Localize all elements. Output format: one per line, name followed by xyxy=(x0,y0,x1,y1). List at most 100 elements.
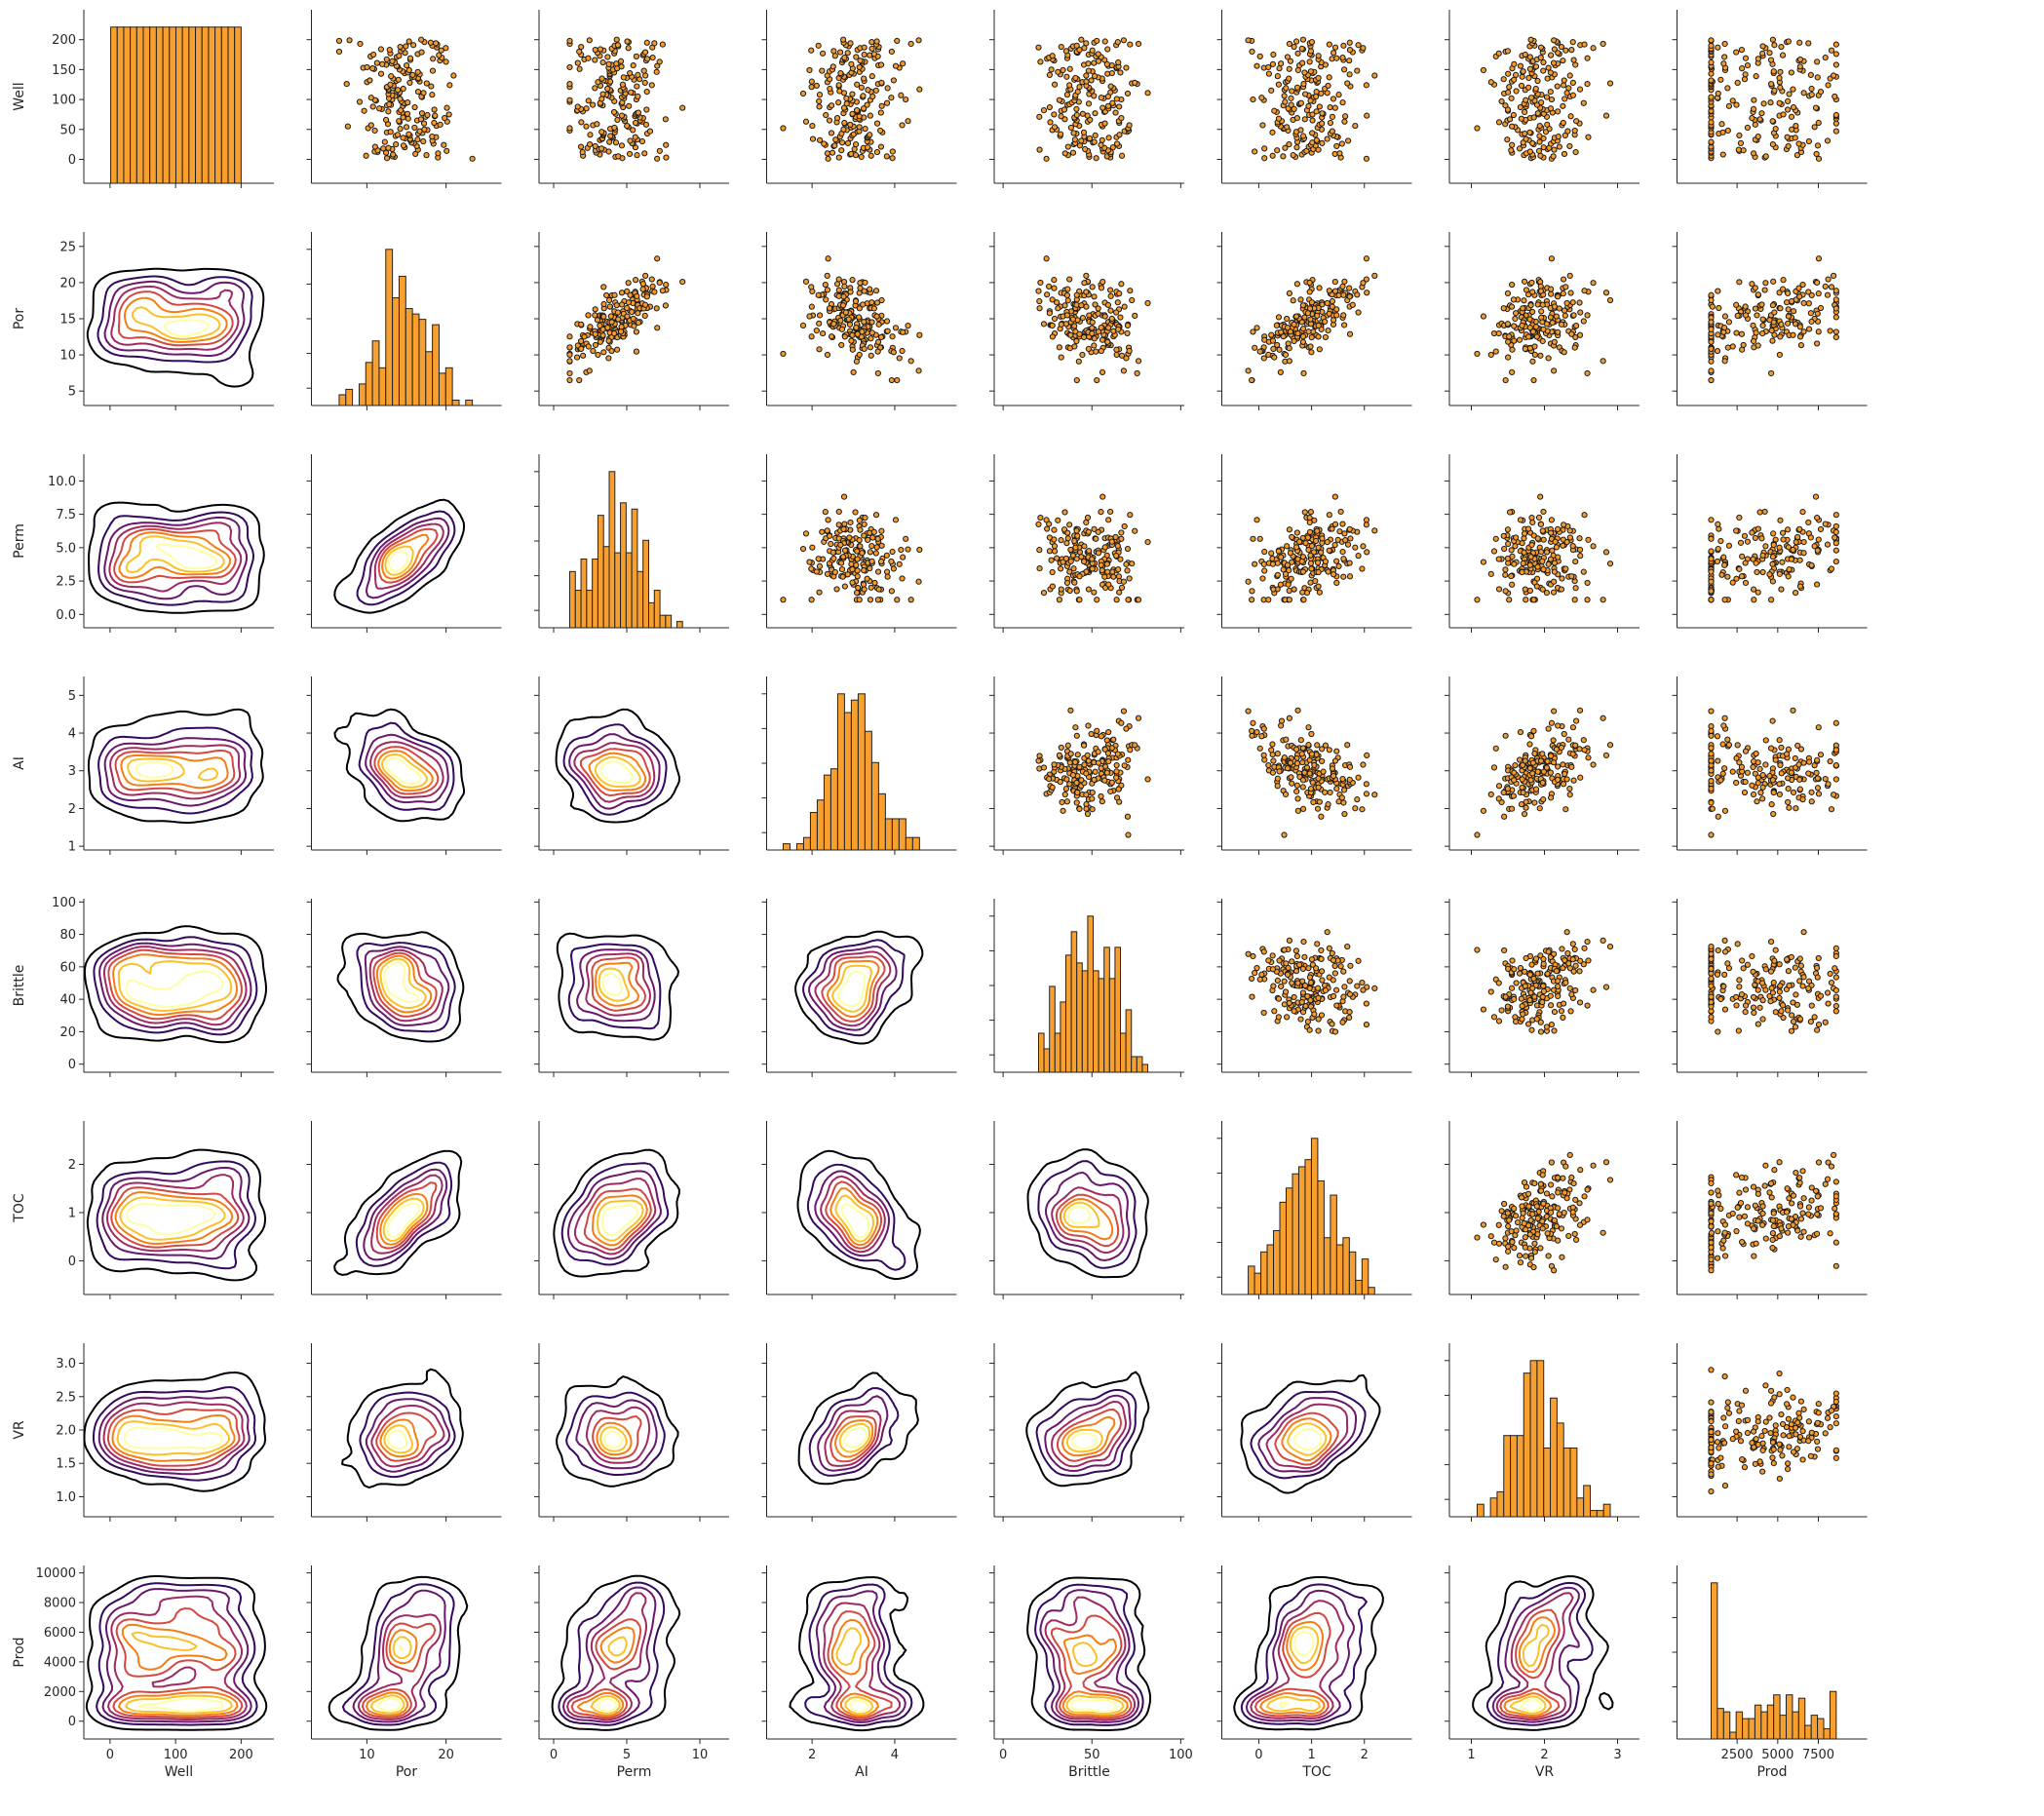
scatter-point xyxy=(1545,64,1552,71)
scatter-point xyxy=(1750,105,1757,112)
scatter-point xyxy=(367,122,374,129)
scatter-point xyxy=(1716,304,1722,312)
scatter-point xyxy=(1341,118,1348,125)
scatter-point xyxy=(1086,135,1094,142)
scatter-point xyxy=(1292,544,1300,551)
scatter-point xyxy=(1287,58,1294,64)
scatter-point xyxy=(613,302,620,309)
scatter-point xyxy=(1814,74,1821,81)
scatter-point xyxy=(397,96,404,102)
scatter-point xyxy=(1308,730,1315,738)
scatter-point xyxy=(1828,565,1835,572)
scatter-point xyxy=(836,49,844,56)
scatter-point xyxy=(642,272,649,279)
scatter-point xyxy=(1293,84,1301,91)
scatter-point xyxy=(1284,54,1292,60)
scatter-point xyxy=(1771,42,1778,49)
scatter-point xyxy=(1327,789,1333,796)
scatter-point xyxy=(578,43,585,51)
scatter-point xyxy=(1512,762,1519,769)
scatter-point xyxy=(1126,122,1133,129)
scatter-point xyxy=(566,369,573,377)
scatter-point xyxy=(1085,528,1092,535)
y-tick-label: 15 xyxy=(59,313,76,328)
scatter-point xyxy=(1785,142,1792,150)
scatter-point xyxy=(1742,303,1749,310)
scatter-point xyxy=(404,110,411,117)
scatter-point xyxy=(1331,757,1339,764)
scatter-point xyxy=(899,122,906,129)
scatter-point xyxy=(1523,804,1529,811)
scatter-point xyxy=(1759,772,1766,779)
scatter-point xyxy=(1098,792,1104,800)
scatter-point xyxy=(1315,544,1322,551)
scatter-point xyxy=(1284,543,1291,550)
scatter-point xyxy=(1524,525,1532,532)
scatter-point xyxy=(868,45,875,52)
scatter-point xyxy=(405,66,412,74)
scatter-point xyxy=(890,565,897,572)
scatter-point xyxy=(1256,348,1263,355)
scatter-point xyxy=(1832,305,1839,312)
scatter-point xyxy=(1519,776,1525,783)
scatter-point xyxy=(1245,708,1252,715)
scatter-point xyxy=(1258,95,1265,101)
scatter-point xyxy=(1539,527,1546,534)
scatter-point xyxy=(1708,70,1715,77)
scatter-point xyxy=(1094,37,1100,45)
scatter-point xyxy=(873,120,881,127)
scatter-point xyxy=(1253,517,1260,523)
scatter-point xyxy=(604,85,611,93)
histogram-bar xyxy=(574,590,582,629)
scatter-point xyxy=(1293,529,1300,536)
scatter-point xyxy=(1326,74,1332,81)
scatter-point xyxy=(1274,571,1281,578)
scatter-point xyxy=(1364,290,1370,296)
scatter-point xyxy=(1794,742,1801,750)
scatter-point xyxy=(898,547,905,554)
scatter-point xyxy=(808,565,815,572)
scatter-point xyxy=(862,514,868,522)
scatter-point xyxy=(1550,759,1558,766)
scatter-point xyxy=(1095,310,1101,317)
scatter-point xyxy=(1544,121,1551,128)
scatter-point xyxy=(1788,69,1794,76)
scatter-point xyxy=(1132,79,1138,86)
y-tick-label: 2 xyxy=(68,802,76,817)
scatter-point xyxy=(1283,736,1290,743)
scatter-point xyxy=(1277,581,1284,588)
subplot-perm-vs-ai xyxy=(761,454,957,633)
scatter-point xyxy=(853,358,861,365)
scatter-point xyxy=(618,112,626,119)
scatter-point xyxy=(1766,571,1773,578)
scatter-point xyxy=(1292,746,1300,753)
histogram-bar xyxy=(614,552,622,629)
scatter-point xyxy=(1571,344,1578,351)
scatter-point xyxy=(1061,791,1068,798)
scatter-point xyxy=(1733,329,1740,336)
scatter-point xyxy=(858,153,865,161)
scatter-point xyxy=(389,58,396,64)
scatter-point xyxy=(1055,68,1061,75)
scatter-point xyxy=(405,38,412,45)
scatter-point xyxy=(1508,547,1515,554)
scatter-point xyxy=(915,367,922,374)
scatter-point xyxy=(627,137,634,144)
scatter-point xyxy=(1269,152,1276,159)
scatter-point xyxy=(1785,97,1792,105)
scatter-point xyxy=(1585,536,1592,543)
scatter-point xyxy=(1815,328,1822,335)
scatter-point xyxy=(831,568,838,576)
scatter-point xyxy=(1063,540,1070,547)
histogram-bar xyxy=(665,614,673,629)
scatter-point xyxy=(1573,118,1580,125)
scatter-point xyxy=(1487,351,1494,359)
scatter-point xyxy=(1307,97,1314,104)
scatter-point xyxy=(1066,568,1073,575)
scatter-point xyxy=(868,152,874,159)
scatter-point xyxy=(1108,315,1115,322)
scatter-point xyxy=(1371,792,1378,798)
histogram-bar xyxy=(411,313,420,406)
scatter-point xyxy=(851,145,858,153)
scatter-point xyxy=(1771,309,1778,316)
